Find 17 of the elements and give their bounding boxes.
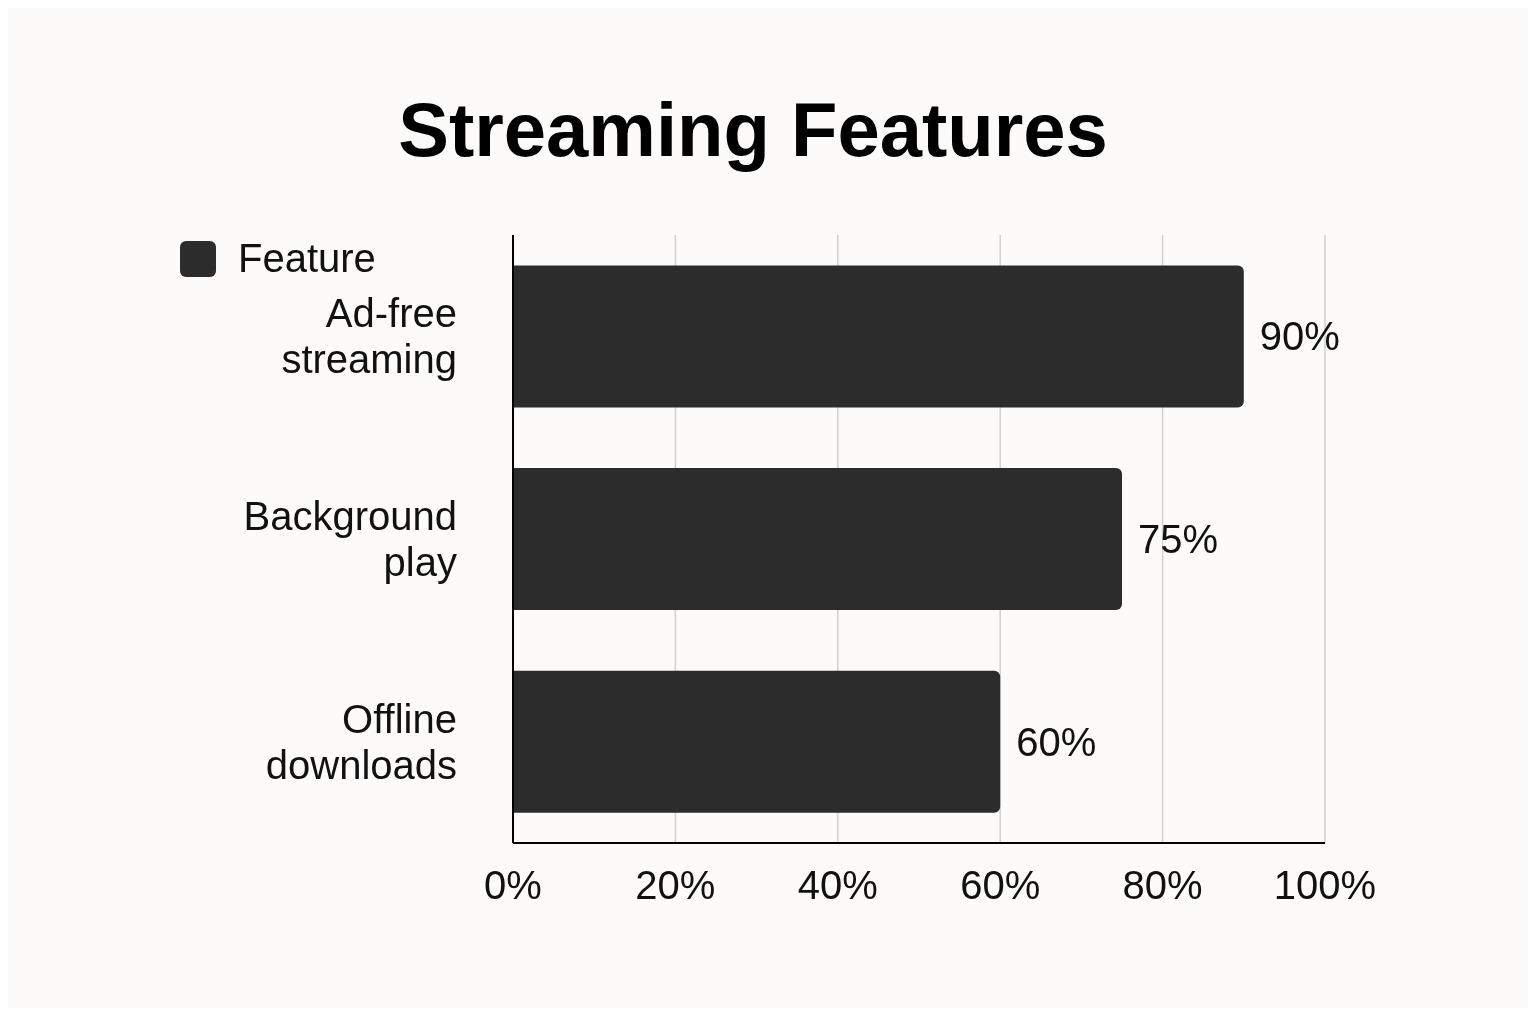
bar bbox=[513, 265, 1244, 408]
y-tick-label: Background play bbox=[243, 494, 457, 584]
x-tick-label: 0% bbox=[484, 863, 542, 908]
bar bbox=[513, 468, 1122, 611]
legend-label: Feature bbox=[238, 236, 376, 281]
data-label: 60% bbox=[1016, 719, 1097, 764]
x-tick-label: 80% bbox=[1122, 863, 1203, 908]
chart-title: Streaming Features bbox=[397, 86, 1109, 173]
x-tick-label: 20% bbox=[635, 863, 716, 908]
bar bbox=[513, 670, 1001, 813]
y-tick-label: Offline downloads bbox=[265, 696, 457, 787]
y-tick-label: Ad-free streaming bbox=[281, 291, 457, 382]
data-label: 75% bbox=[1138, 517, 1219, 562]
x-tick-label: 40% bbox=[797, 863, 878, 908]
data-label: 90% bbox=[1259, 314, 1340, 359]
x-tick-label: 60% bbox=[960, 863, 1041, 908]
x-tick-label: 100% bbox=[1273, 863, 1377, 908]
